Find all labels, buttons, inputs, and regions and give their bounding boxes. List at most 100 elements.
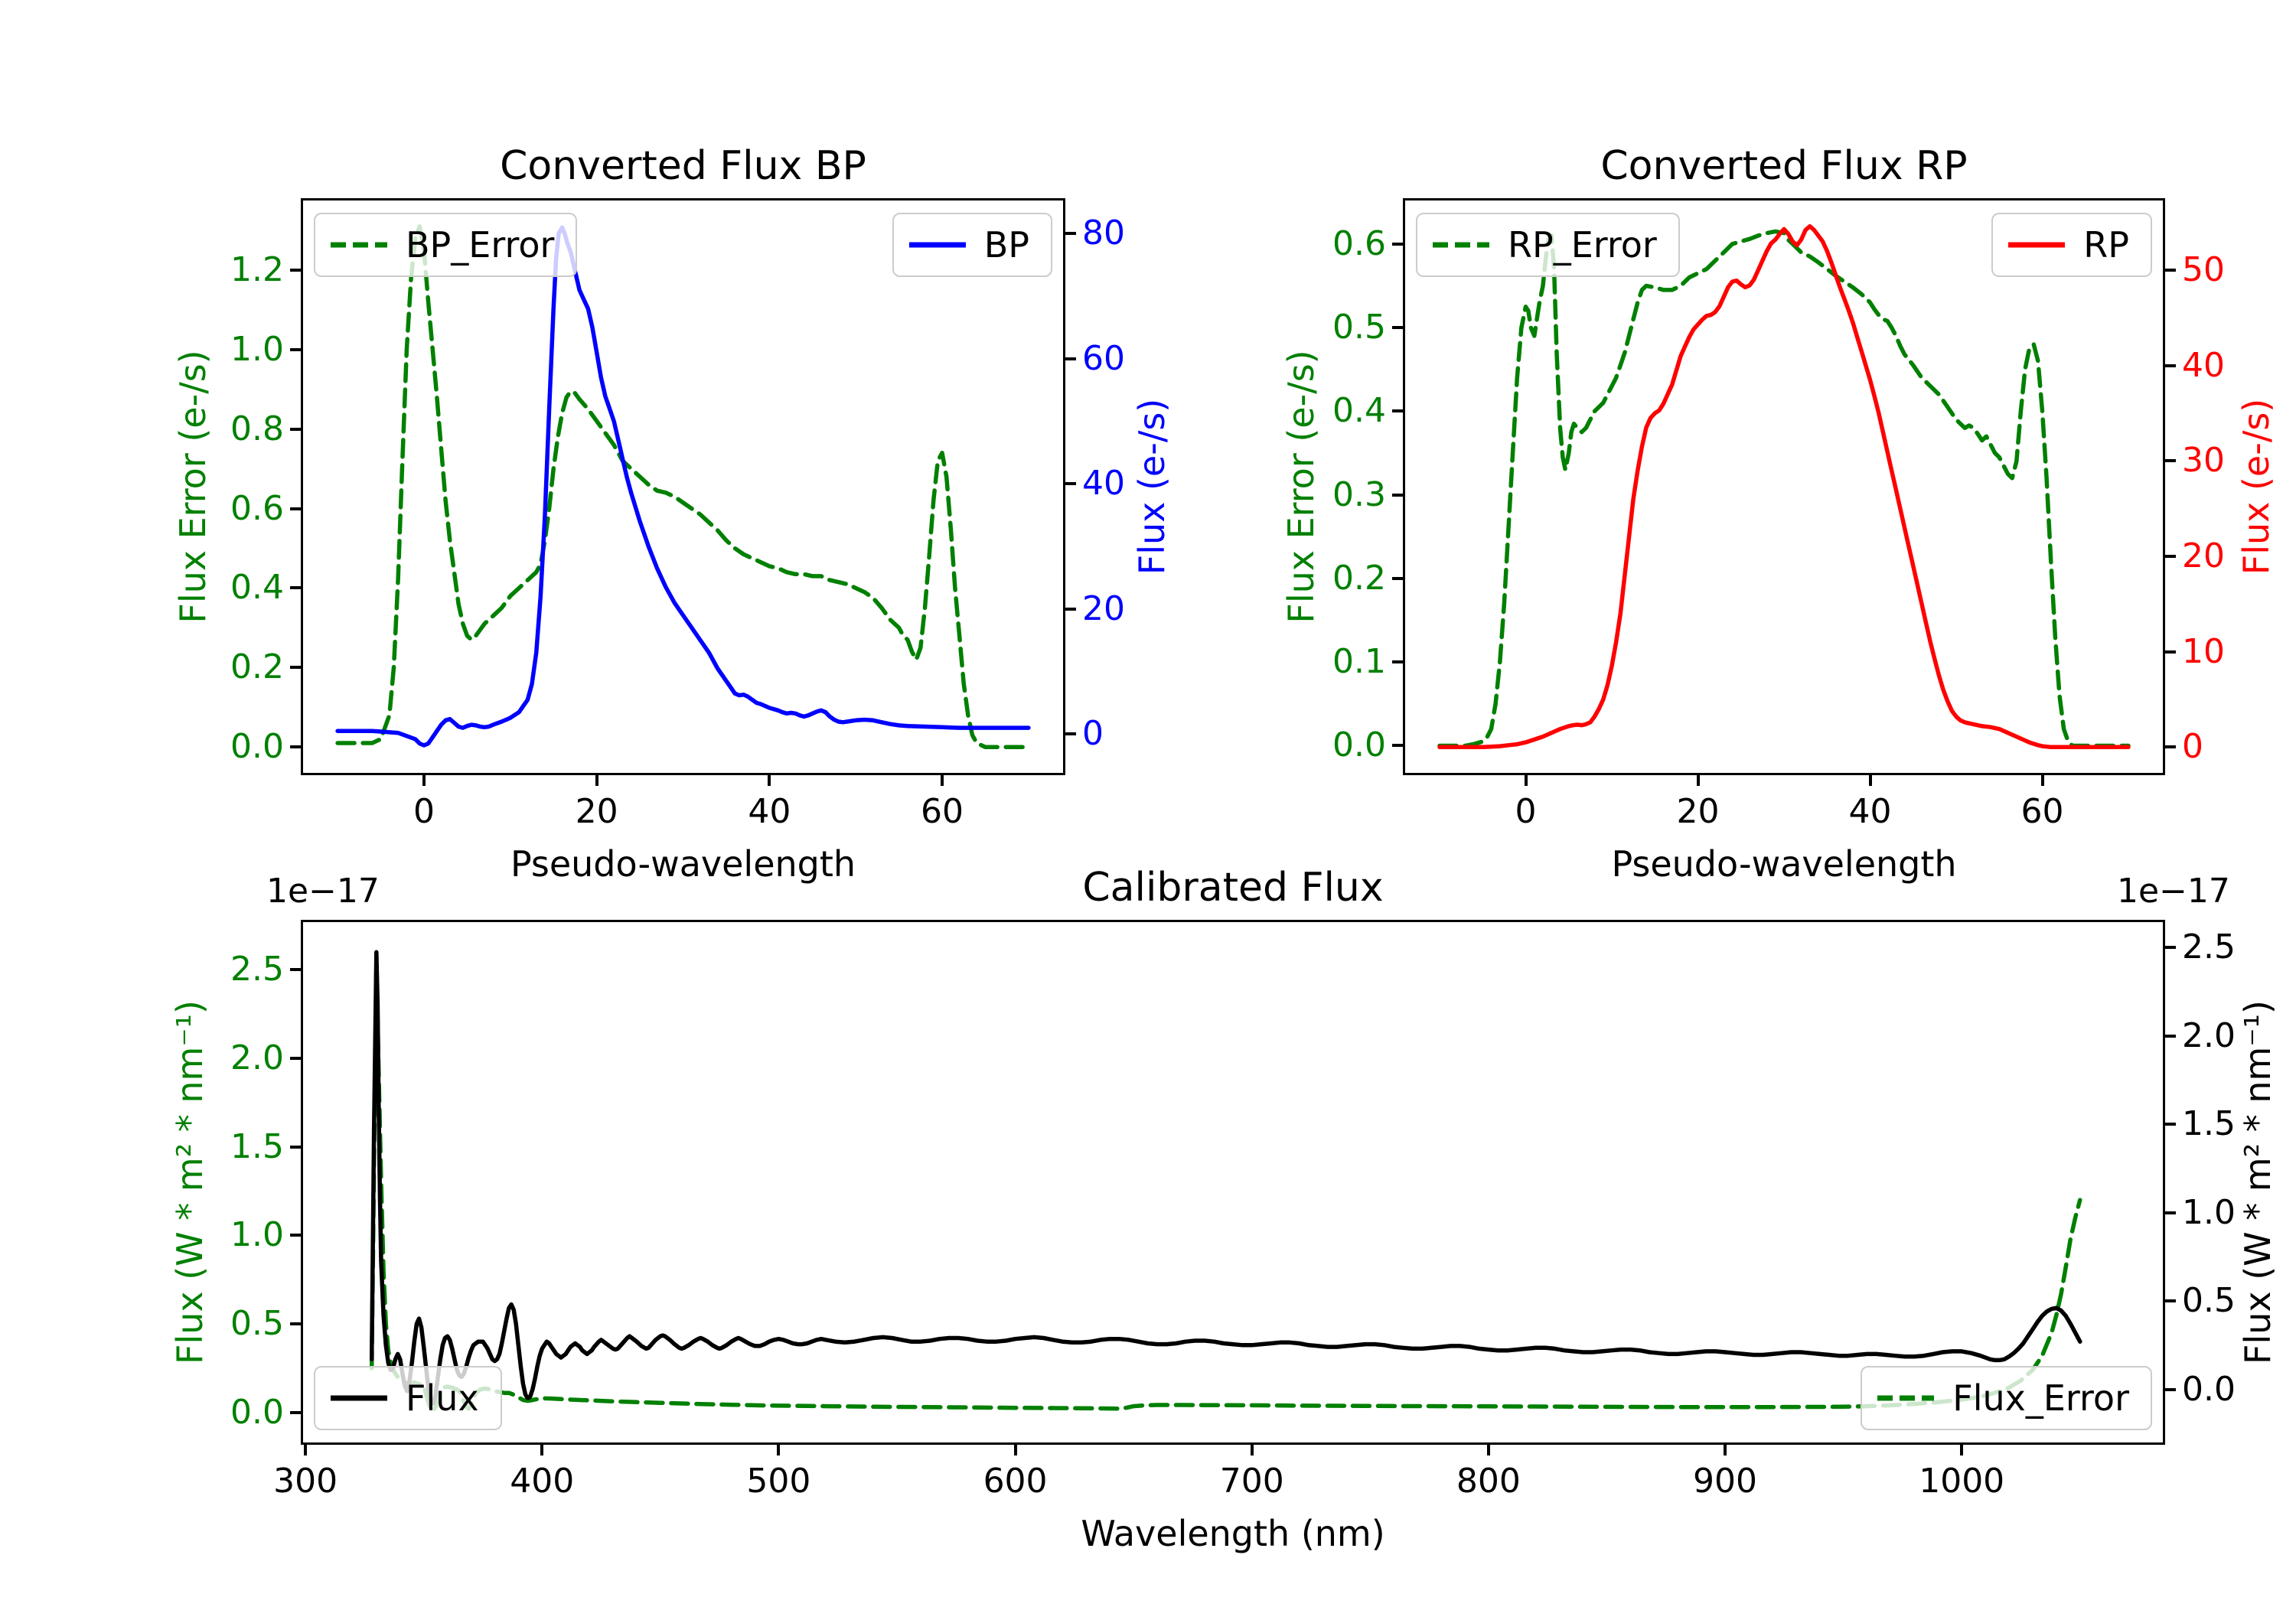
cal-yr-tick-label: 2.5: [2182, 927, 2236, 967]
cal-canvas: [369, 950, 2082, 1413]
cal-title: Calibrated Flux: [1082, 865, 1384, 911]
cal-yr-tick-mark: [2165, 1387, 2176, 1391]
bp-canvas: [335, 224, 1031, 749]
rp-yr-tick-mark: [2165, 745, 2176, 749]
cal-yl-tick-label: 0.5: [230, 1304, 284, 1344]
rp-yl-tick-mark: [1392, 242, 1403, 246]
rp-legend-RP_Error: RP_Error: [1416, 213, 1680, 277]
bp-yl-tick-label: 0.6: [230, 488, 284, 528]
cal-yl-tick-mark: [290, 1145, 301, 1149]
bp-xlabel: Pseudo-wavelength: [510, 843, 856, 885]
cal-x-tick-label: 1000: [1919, 1462, 2005, 1501]
rp-x-tick-mark: [1696, 775, 1700, 786]
rp-x-tick-mark: [1868, 775, 1872, 786]
rp-yl-tick-mark: [1392, 660, 1403, 664]
cal-yl-tick-label: 2.5: [230, 950, 284, 989]
bp-yr-tick-mark: [1065, 232, 1076, 236]
cal-ylabel-left: Flux (W * m² * nm⁻¹): [169, 999, 210, 1365]
rp-yl-tick-label: 0.0: [1332, 725, 1386, 765]
legend-sample-line: [1877, 1395, 1935, 1401]
cal-yr-tick-mark: [2165, 1211, 2176, 1214]
cal-xlabel: Wavelength (nm): [1081, 1513, 1385, 1554]
rp-x-tick-label: 20: [1676, 792, 1720, 831]
bp-yl-tick-label: 1.2: [230, 249, 284, 289]
legend-sample-line: [331, 242, 387, 248]
rp-yr-tick-label: 20: [2182, 536, 2225, 575]
bp-yr-tick-label: 40: [1082, 464, 1125, 504]
rp-title: Converted Flux RP: [1600, 143, 1968, 189]
rp-yr-tick-mark: [2165, 650, 2176, 654]
cal-yl-tick-mark: [290, 1410, 301, 1414]
cal-yl-tick-label: 2.0: [230, 1038, 284, 1078]
cal-x-tick-mark: [1250, 1445, 1254, 1455]
legend-label: Flux_Error: [1952, 1377, 2129, 1419]
rp-canvas: [1437, 223, 2131, 750]
cal-legend-Flux: Flux: [314, 1366, 502, 1430]
rp-yl-tick-mark: [1392, 493, 1403, 497]
cal-legend-Flux_Error: Flux_Error: [1861, 1366, 2152, 1430]
rp-yr-tick-mark: [2165, 459, 2176, 463]
rp-plot-area: [1403, 198, 2165, 775]
rp-yl-tick-mark: [1392, 409, 1403, 413]
rp-yl-tick-mark: [1392, 576, 1403, 580]
cal-yl-tick-mark: [290, 968, 301, 972]
bp-yl-tick-label: 1.0: [230, 329, 284, 369]
cal-offset-left: 1e−17: [266, 872, 380, 911]
bp-yl-tick-label: 0.8: [230, 409, 284, 448]
cal-x-tick-mark: [777, 1445, 781, 1455]
series-line-BP: [335, 225, 1031, 748]
cal-yr-tick-label: 2.0: [2182, 1015, 2236, 1055]
bp-yl-tick-mark: [290, 666, 301, 670]
series-line-RP_Error: [1437, 229, 2131, 748]
rp-yr-tick-label: 30: [2182, 441, 2225, 481]
rp-yr-tick-label: 40: [2182, 345, 2225, 385]
series-line-RP: [1437, 223, 2131, 750]
rp-yr-tick-label: 0: [2182, 727, 2203, 767]
cal-x-tick-mark: [540, 1445, 544, 1455]
bp-yr-tick-label: 60: [1082, 338, 1125, 378]
cal-x-tick-label: 300: [273, 1462, 338, 1501]
cal-x-tick-label: 900: [1693, 1462, 1758, 1501]
cal-yl-tick-label: 0.0: [230, 1392, 284, 1432]
legend-sample-line: [331, 1395, 387, 1401]
cal-yr-tick-label: 0.0: [2182, 1369, 2236, 1409]
rp-x-tick-mark: [2040, 775, 2044, 786]
legend-label: Flux: [406, 1377, 479, 1419]
bp-yr-tick-label: 0: [1082, 714, 1104, 754]
bp-yl-tick-mark: [290, 427, 301, 431]
rp-yl-tick-label: 0.3: [1332, 474, 1386, 514]
cal-yl-tick-label: 1.0: [230, 1215, 284, 1255]
bp-yr-tick-label: 20: [1082, 588, 1125, 628]
legend-label: RP_Error: [1508, 224, 1657, 266]
cal-x-tick-mark: [1486, 1445, 1490, 1455]
bp-yl-tick-label: 0.0: [230, 727, 284, 767]
bp-yr-tick-mark: [1065, 607, 1076, 611]
cal-ylabel-right: Flux (W * m² * nm⁻¹): [2237, 999, 2278, 1365]
cal-yl-tick-mark: [290, 1322, 301, 1326]
rp-yr-tick-mark: [2165, 269, 2176, 272]
cal-yr-tick-mark: [2165, 1123, 2176, 1126]
bp-x-tick-label: 60: [921, 792, 964, 831]
bp-x-tick-mark: [768, 775, 771, 786]
rp-legend-RP: RP: [1991, 213, 2152, 277]
bp-yr-tick-mark: [1065, 482, 1076, 486]
cal-yr-tick-label: 1.0: [2182, 1192, 2236, 1232]
rp-yr-tick-mark: [2165, 555, 2176, 558]
cal-x-tick-label: 800: [1456, 1462, 1521, 1501]
cal-yl-tick-mark: [290, 1234, 301, 1237]
bp-legend-BP: BP: [892, 213, 1052, 277]
bp-x-tick-label: 0: [413, 792, 435, 831]
bp-yl-tick-mark: [290, 268, 301, 272]
legend-sample-line: [908, 242, 966, 248]
rp-xlabel: Pseudo-wavelength: [1611, 843, 1957, 885]
cal-x-tick-label: 700: [1219, 1462, 1284, 1501]
bp-yl-tick-mark: [290, 347, 301, 351]
bp-ylabel-right: Flux (e-/s): [1131, 398, 1172, 575]
rp-x-tick-label: 60: [2020, 792, 2064, 831]
series-line-Flux: [369, 950, 2082, 1406]
rp-yl-tick-label: 0.1: [1332, 642, 1386, 682]
legend-label: BP_Error: [406, 224, 555, 266]
legend-label: BP: [983, 224, 1029, 266]
cal-x-tick-label: 600: [983, 1462, 1048, 1501]
